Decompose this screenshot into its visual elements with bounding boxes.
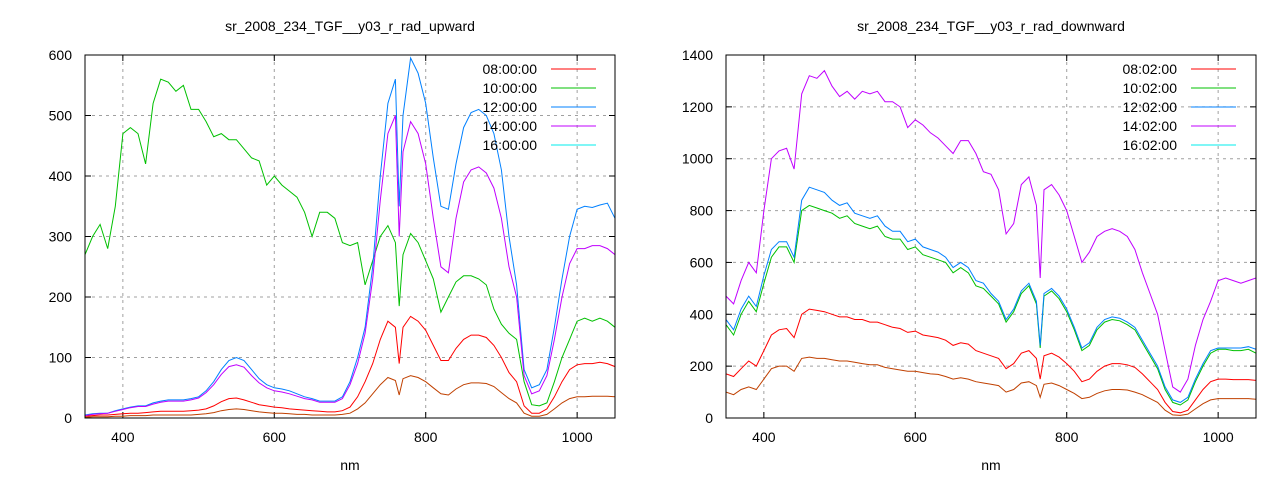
legend-label: 14:02:00 bbox=[1123, 118, 1178, 134]
chart-title: sr_2008_234_TGF__y03_r_rad_upward bbox=[225, 18, 475, 34]
legend-label: 12:02:00 bbox=[1123, 99, 1178, 115]
series-line-14-00-00 bbox=[85, 115, 615, 417]
series-line-16-00-00 bbox=[85, 375, 615, 418]
y-tick-label: 600 bbox=[690, 254, 714, 270]
series-line-12-00-00 bbox=[85, 56, 615, 416]
series-line-10-02-00 bbox=[726, 204, 1256, 406]
legend-label: 10:00:00 bbox=[483, 80, 538, 96]
chart-title: sr_2008_234_TGF__y03_r_rad_downward bbox=[857, 18, 1125, 34]
plot-downward: sr_2008_234_TGF__y03_r_rad_downward 0 200 4… bbox=[682, 18, 1257, 473]
legend-label: 16:00:00 bbox=[483, 137, 538, 153]
x-tick-label: 600 bbox=[904, 429, 928, 445]
x-tick-label: 400 bbox=[752, 429, 776, 445]
legend-label: 08:02:00 bbox=[1123, 61, 1178, 77]
y-tick-label: 0 bbox=[64, 410, 72, 426]
plot-border bbox=[725, 54, 1257, 419]
y-tick-label: 200 bbox=[690, 358, 714, 374]
plot-upward: sr_2008_234_TGF__y03_r_rad_upward 0 100 200… bbox=[49, 18, 616, 473]
legend-label: 14:00:00 bbox=[483, 118, 538, 134]
y-tick-label: 800 bbox=[690, 203, 714, 219]
y-tick-label: 500 bbox=[49, 108, 73, 124]
y-tick-label: 400 bbox=[49, 168, 73, 184]
y-tick-label: 400 bbox=[690, 306, 714, 322]
x-tick-label: 1000 bbox=[562, 429, 593, 445]
x-tick-label: 1000 bbox=[1203, 429, 1234, 445]
x-tick-label: 400 bbox=[111, 429, 135, 445]
y-tick-label: 1000 bbox=[682, 151, 713, 167]
series-line-10-00-00 bbox=[85, 78, 615, 407]
y-tick-label: 1200 bbox=[682, 99, 713, 115]
y-tick-label: 600 bbox=[49, 47, 73, 63]
x-axis-label: nm bbox=[340, 457, 359, 473]
series-line-08-00-00 bbox=[85, 315, 615, 417]
x-tick-label: 800 bbox=[1055, 429, 1079, 445]
legend-label: 12:00:00 bbox=[483, 99, 538, 115]
x-tick-label: 600 bbox=[263, 429, 287, 445]
legend-label: 08:00:00 bbox=[483, 61, 538, 77]
series-line-12-02-00 bbox=[726, 186, 1256, 403]
legend-label: 16:02:00 bbox=[1123, 137, 1178, 153]
y-tick-label: 100 bbox=[49, 350, 73, 366]
y-tick-label: 200 bbox=[49, 289, 73, 305]
y-tick-label: 0 bbox=[705, 410, 713, 426]
series-line-14-02-00 bbox=[726, 69, 1256, 393]
series-line-08-02-00 bbox=[726, 308, 1256, 414]
y-tick-label: 1400 bbox=[682, 47, 713, 63]
legend-label: 10:02:00 bbox=[1123, 80, 1178, 96]
plot-border bbox=[84, 54, 616, 419]
series-line-16-02-00 bbox=[726, 356, 1256, 416]
x-tick-label: 800 bbox=[414, 429, 438, 445]
y-tick-label: 300 bbox=[49, 229, 73, 245]
x-axis-label: nm bbox=[981, 457, 1000, 473]
